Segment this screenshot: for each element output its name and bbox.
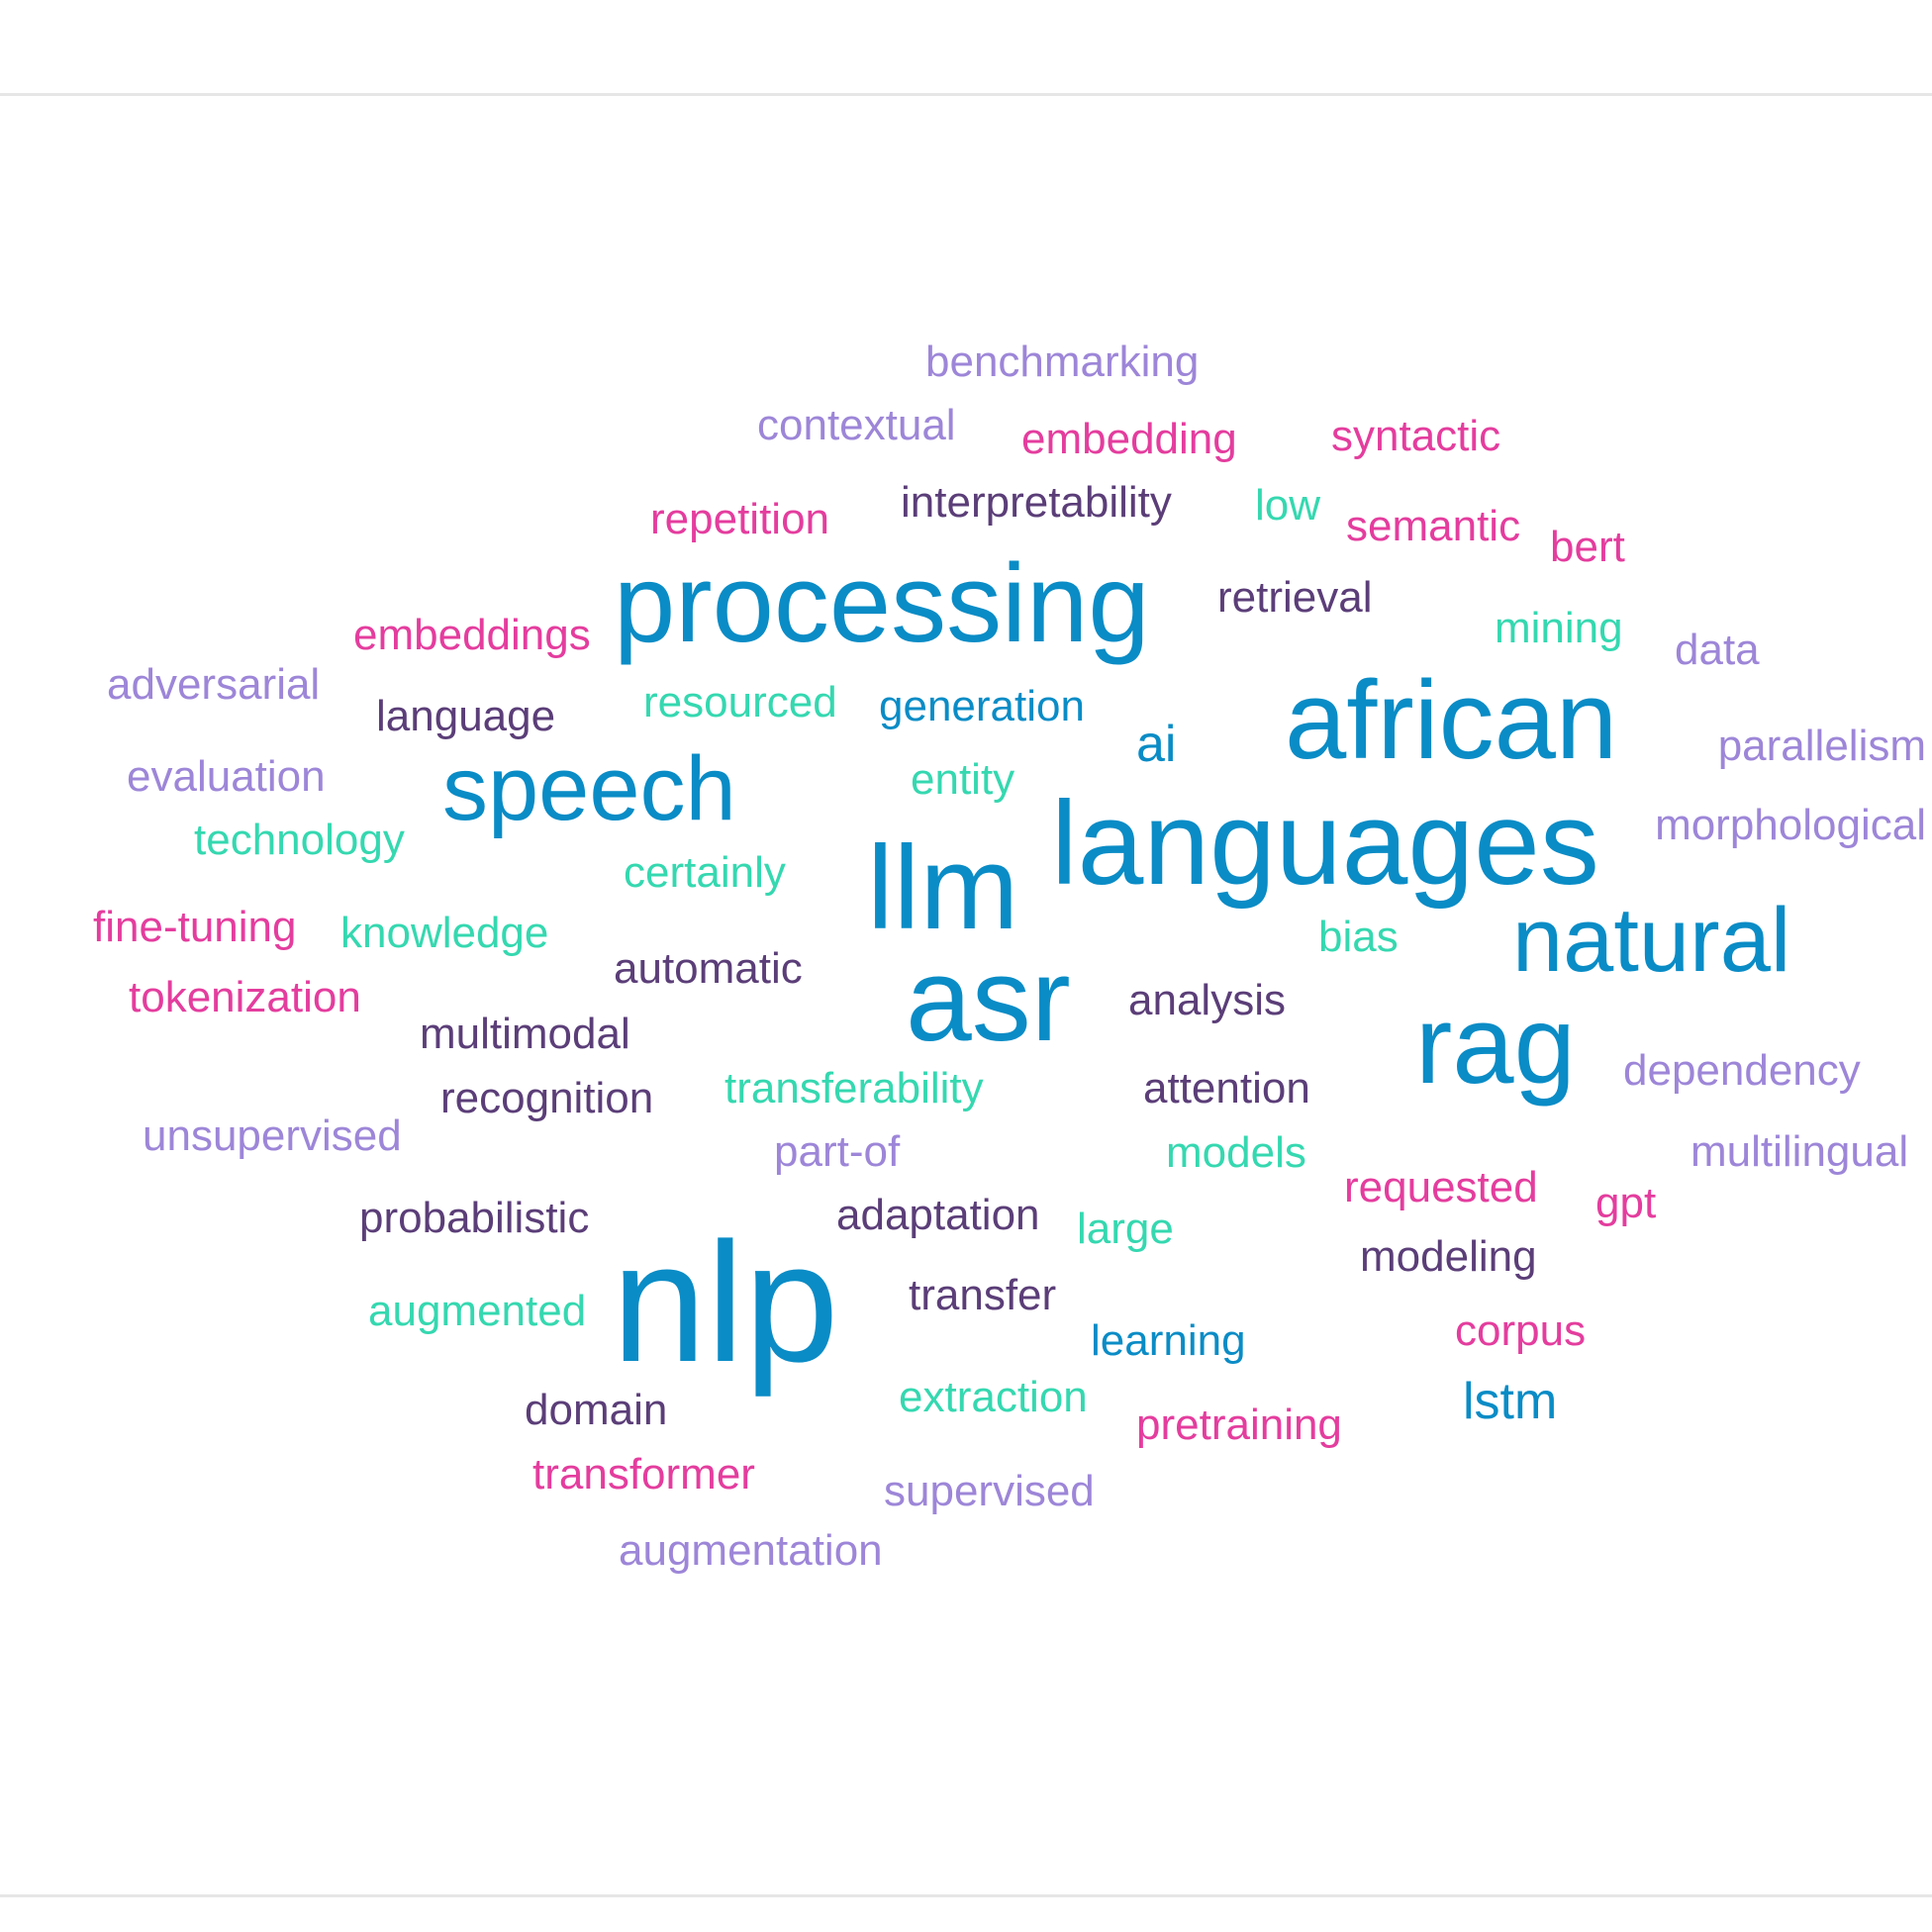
word-extraction: extraction: [899, 1373, 1088, 1421]
word-rag: rag: [1415, 983, 1576, 1107]
word-processing: processing: [614, 541, 1150, 665]
word-transferability: transferability: [724, 1064, 984, 1112]
word-part-of: part-of: [774, 1127, 901, 1176]
word-embedding: embedding: [1021, 415, 1237, 463]
word-interpretability: interpretability: [901, 478, 1172, 527]
word-knowledge: knowledge: [340, 909, 549, 957]
word-large: large: [1077, 1205, 1174, 1253]
bottom-divider: [0, 1894, 1932, 1897]
word-recognition: recognition: [440, 1074, 654, 1122]
word-data: data: [1675, 626, 1760, 674]
word-languages: languages: [1051, 777, 1599, 910]
word-pretraining: pretraining: [1136, 1401, 1342, 1449]
word-augmentation: augmentation: [619, 1526, 883, 1575]
word-retrieval: retrieval: [1217, 573, 1373, 622]
word-probabilistic: probabilistic: [359, 1194, 590, 1242]
top-divider: [0, 93, 1932, 96]
word-embeddings: embeddings: [353, 611, 591, 659]
word-mining: mining: [1495, 604, 1623, 652]
word-gpt: gpt: [1595, 1179, 1657, 1227]
word-natural: natural: [1512, 890, 1791, 991]
word-evaluation: evaluation: [127, 752, 326, 801]
word-multilingual: multilingual: [1690, 1127, 1909, 1176]
word-technology: technology: [194, 816, 405, 864]
word-unsupervised: unsupervised: [143, 1111, 402, 1160]
word-asr: asr: [906, 933, 1071, 1066]
word-african: african: [1285, 658, 1618, 782]
word-transformer: transformer: [532, 1450, 755, 1498]
word-analysis: analysis: [1128, 976, 1286, 1024]
word-dependency: dependency: [1623, 1046, 1861, 1095]
word-certainly: certainly: [624, 848, 786, 897]
word-llm: llm: [867, 821, 1019, 954]
word-syntactic: syntactic: [1331, 412, 1501, 460]
word-learning: learning: [1091, 1316, 1246, 1365]
word-adversarial: adversarial: [107, 660, 321, 709]
word-resourced: resourced: [643, 678, 837, 726]
word-tokenization: tokenization: [129, 973, 361, 1021]
word-repetition: repetition: [650, 495, 830, 543]
word-low: low: [1255, 481, 1321, 530]
word-entity: entity: [911, 755, 1015, 804]
word-speech: speech: [442, 738, 736, 839]
word-language: language: [376, 692, 556, 740]
word-benchmarking: benchmarking: [925, 338, 1200, 386]
word-augmented: augmented: [368, 1287, 587, 1335]
word-attention: attention: [1143, 1064, 1310, 1112]
word-transfer: transfer: [909, 1271, 1057, 1319]
word-semantic: semantic: [1346, 502, 1521, 550]
word-bert: bert: [1550, 523, 1625, 571]
word-nlp: nlp: [612, 1208, 839, 1398]
word-automatic: automatic: [614, 944, 803, 993]
word-lstm: lstm: [1463, 1373, 1558, 1430]
word-parallelism: parallelism: [1717, 722, 1926, 770]
word-generation: generation: [879, 682, 1085, 730]
word-adaptation: adaptation: [836, 1191, 1040, 1239]
word-supervised: supervised: [884, 1467, 1095, 1515]
word-ai: ai: [1136, 716, 1177, 773]
word-bias: bias: [1318, 913, 1399, 961]
word-corpus: corpus: [1455, 1306, 1587, 1355]
word-contextual: contextual: [757, 401, 956, 449]
word-requested: requested: [1344, 1163, 1538, 1211]
word-multimodal: multimodal: [420, 1010, 630, 1058]
word-models: models: [1166, 1128, 1306, 1177]
word-fine-tuning: fine-tuning: [93, 903, 297, 951]
word-domain: domain: [525, 1386, 668, 1434]
word-morphological: morphological: [1655, 801, 1926, 849]
word-modeling: modeling: [1360, 1232, 1537, 1281]
